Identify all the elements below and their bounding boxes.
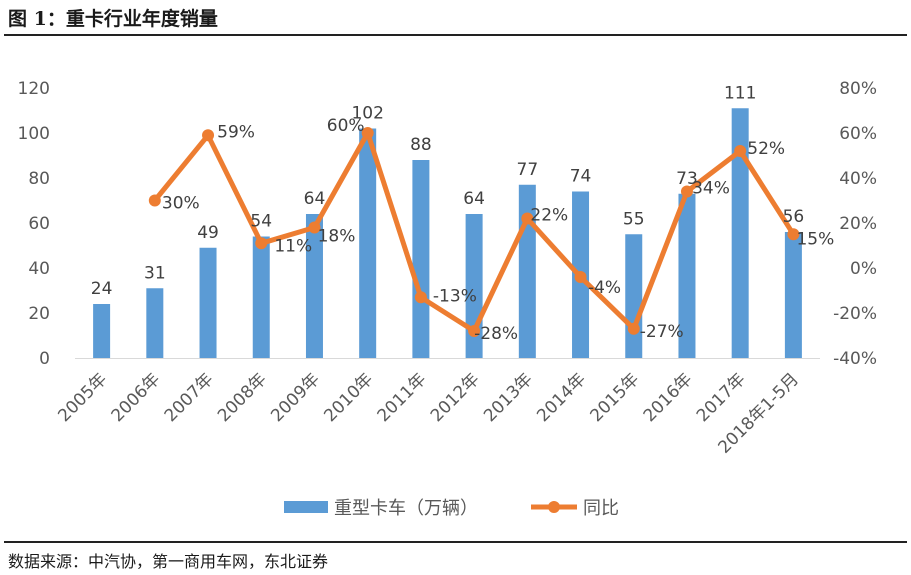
x-tick-label: 2015年: [587, 369, 644, 426]
y-right-tick-label: 80%: [839, 79, 877, 99]
yoy-value-label: -28%: [474, 324, 518, 344]
yoy-point: [627, 322, 640, 335]
yoy-value-label: 52%: [747, 139, 785, 159]
x-tick-label: 2007年: [161, 369, 218, 426]
y-left-tick-label: 20: [28, 304, 50, 324]
source-note: 数据来源：中汽协，第一商用车网，东北证券: [8, 552, 329, 571]
y-left-tick-label: 60: [28, 214, 50, 234]
x-tick-label: 2016年: [640, 369, 697, 426]
bar-value-label: 73: [676, 169, 698, 189]
yoy-point: [680, 185, 693, 198]
y-left-tick-label: 80: [28, 169, 50, 189]
y-right-tick-label: 20%: [839, 214, 877, 234]
yoy-point: [308, 221, 321, 234]
bar-value-label: 56: [783, 207, 805, 227]
y-left-tick-label: 100: [18, 124, 50, 144]
bar: [305, 214, 323, 358]
bar-value-label: 64: [463, 189, 485, 209]
y-left-tick-label: 120: [18, 79, 50, 99]
x-tick-label: 2013年: [480, 369, 537, 426]
x-tick-label: 2008年: [214, 369, 271, 426]
x-tick-label: 2005年: [54, 369, 111, 426]
title-rule: [4, 34, 907, 36]
bar: [199, 247, 217, 358]
y-left-tick-label: 40: [28, 259, 50, 279]
yoy-value-label: 11%: [274, 236, 312, 256]
bar-value-label: 111: [724, 83, 756, 103]
bar: [359, 128, 377, 358]
legend-bar-swatch: [284, 501, 328, 513]
yoy-point: [574, 271, 587, 283]
y-right-tick-label: -40%: [833, 349, 877, 369]
x-tick-label: 2010年: [320, 369, 377, 426]
bar: [412, 160, 430, 358]
yoy-point: [255, 237, 268, 250]
bar: [678, 193, 696, 358]
legend-line-label: 同比: [583, 498, 619, 519]
bar: [784, 232, 802, 358]
bar-value-label: 77: [517, 160, 539, 180]
y-right-tick-label: -20%: [833, 304, 877, 324]
yoy-point: [361, 127, 374, 139]
yoy-value-label: 18%: [318, 227, 356, 247]
yoy-point: [734, 145, 747, 157]
yoy-value-label: 22%: [530, 206, 568, 226]
yoy-point: [787, 228, 800, 241]
bar: [93, 304, 111, 358]
y-right-tick-label: 60%: [839, 124, 877, 144]
bar-value-label: 55: [623, 209, 645, 229]
yoy-value-label: 30%: [162, 194, 200, 214]
bar-value-label: 49: [197, 223, 219, 243]
yoy-point: [521, 212, 534, 225]
yoy-value-label: -13%: [433, 286, 477, 306]
yoy-point: [202, 129, 215, 142]
legend-bar-label: 重型卡车（万辆）: [334, 498, 478, 519]
bar-value-label: 64: [304, 189, 326, 209]
legend-line-marker: [548, 501, 560, 513]
bar-value-label: 54: [250, 212, 272, 232]
bar-value-label: 74: [570, 167, 592, 187]
bar-value-label: 24: [91, 279, 113, 299]
x-tick-label: 2006年: [108, 369, 165, 426]
yoy-value-label: -4%: [588, 278, 621, 298]
source-rule: [4, 541, 907, 543]
x-tick-label: 2014年: [533, 369, 590, 426]
yoy-value-label: 34%: [692, 179, 730, 199]
yoy-point: [414, 291, 427, 304]
yoy-point: [148, 194, 161, 207]
x-tick-label: 2012年: [427, 369, 484, 426]
y-left-tick-label: 0: [39, 349, 50, 369]
bar: [252, 236, 270, 358]
x-tick-label: 2009年: [267, 369, 324, 426]
yoy-value-label: 59%: [217, 122, 255, 142]
yoy-point: [468, 325, 481, 337]
y-right-tick-label: 40%: [839, 169, 877, 189]
bar-value-label: 88: [410, 135, 432, 155]
figure-title: 图 1：重卡行业年度销量: [8, 8, 218, 30]
y-right-tick-label: 0%: [850, 259, 877, 279]
x-tick-label: 2011年: [374, 369, 431, 426]
bar: [146, 288, 164, 358]
yoy-value-label: -27%: [640, 322, 684, 342]
bar-value-label: 31: [144, 263, 166, 283]
yoy-value-label: 15%: [796, 229, 834, 249]
yoy-value-label: 60%: [327, 116, 365, 136]
bar: [731, 108, 749, 358]
bar-value-label: 102: [351, 104, 383, 124]
